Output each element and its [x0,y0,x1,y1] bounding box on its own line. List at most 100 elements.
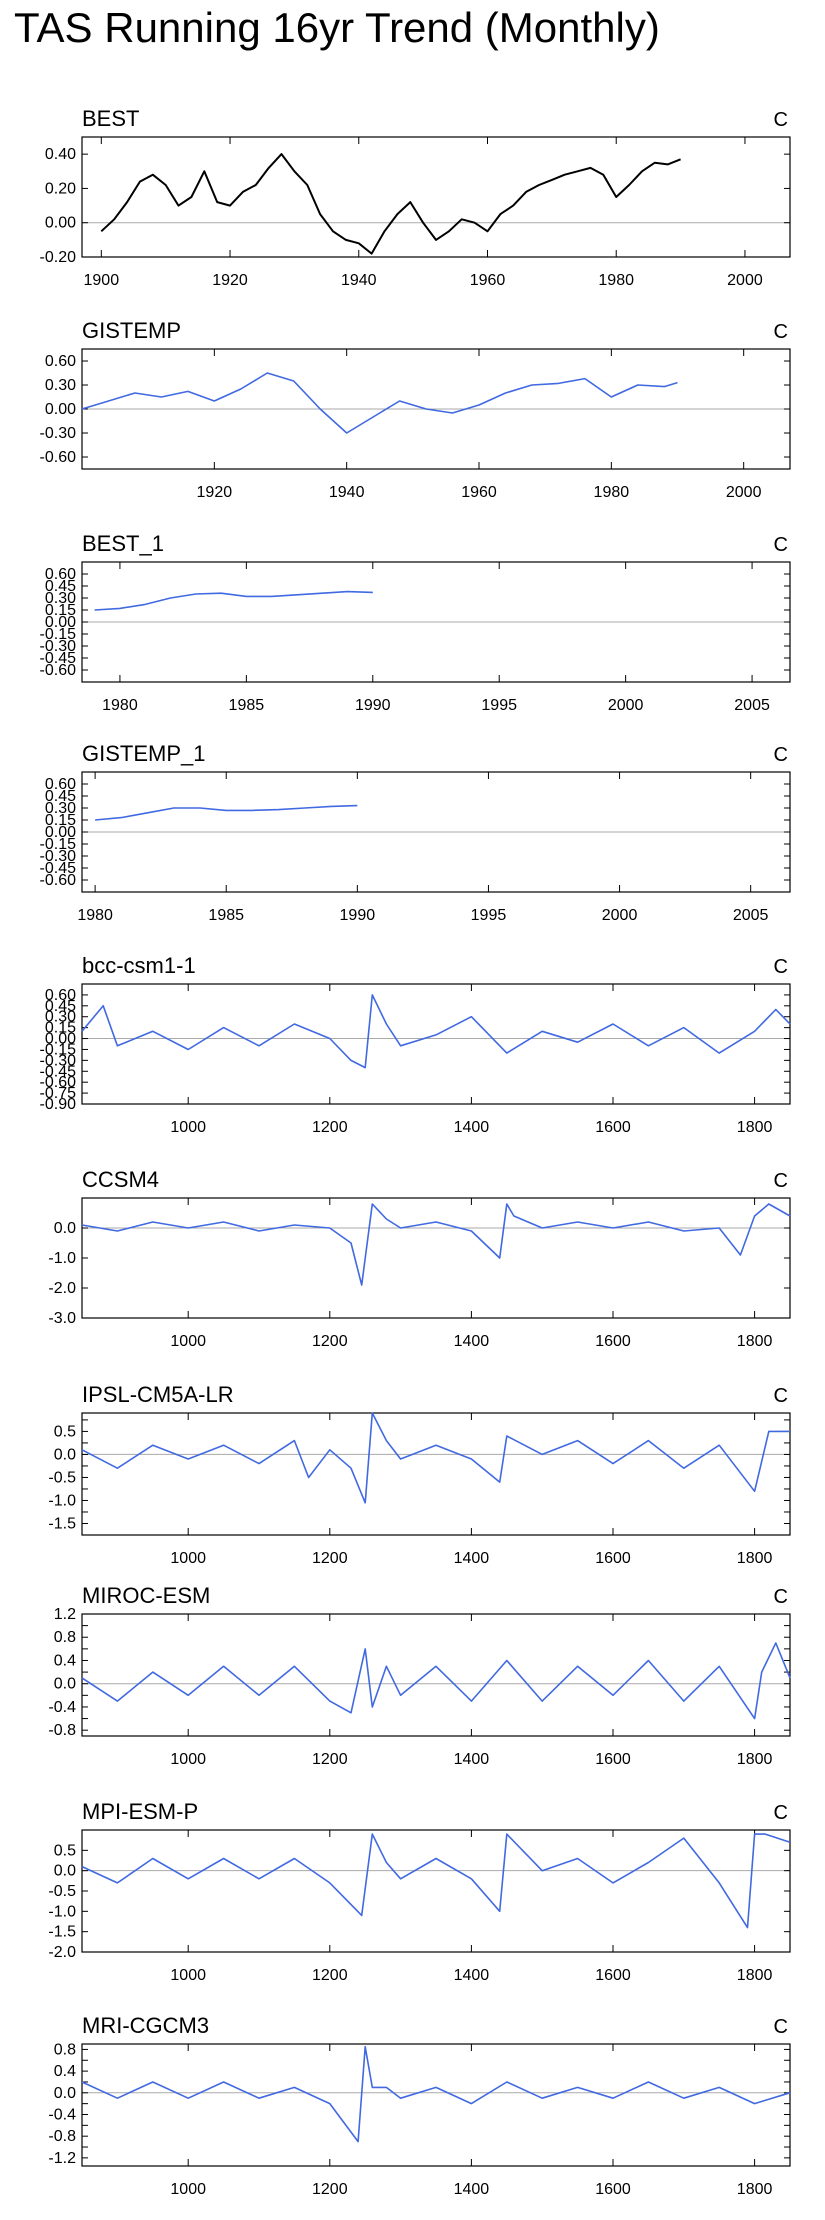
x-tick-label: 1980 [598,272,634,289]
x-tick-label: 1980 [102,697,138,714]
y-tick-label: -1.0 [48,1903,76,1920]
series-line-ipsl-cm5a-lr [81,1412,790,1504]
panel-unit-best: C [774,109,788,131]
series-line-mri-cgcm3 [81,2045,791,2143]
y-tick-label: -0.8 [48,2128,76,2145]
y-tick-label: -1.5 [48,1924,76,1941]
y-tick-label: -0.45 [40,860,77,877]
y-tick-label: 0.20 [45,180,76,197]
panel-unit-best-1: C [774,534,788,556]
y-tick-label: 0.45 [45,578,76,595]
x-tick-label: 1400 [454,1119,490,1136]
y-tick-label: -2.0 [48,1280,76,1297]
x-tick-label: 1960 [470,272,506,289]
y-tick-label: -1.0 [48,1492,76,1509]
y-tick-label: 0.0 [54,1863,76,1880]
y-tick-label: -3.0 [48,1310,76,1327]
series-line-miroc-esm [81,1642,791,1720]
y-tick-label: -0.30 [40,848,77,865]
plot-frame-ipsl-cm5a-lr [81,1412,791,1536]
x-tick-label: 1800 [737,1967,773,1984]
panel-title-bcc-csm1-1: bcc-csm1-1 [82,953,196,978]
x-tick-label: 1920 [197,484,233,501]
x-tick-label: 1000 [170,1119,206,1136]
x-tick-label: 1400 [454,2181,490,2198]
x-tick-label: 1400 [454,1333,490,1350]
x-tick-label: 2005 [733,907,769,924]
x-tick-label: 1600 [595,1550,631,1567]
x-tick-label: 1940 [329,484,365,501]
x-tick-label: 1990 [355,697,391,714]
y-tick-label: 0.30 [45,1009,76,1026]
y-tick-label: 0.45 [45,998,76,1015]
y-tick-label: -0.60 [40,872,77,889]
y-tick-label: -0.4 [48,1699,76,1716]
x-tick-label: 1000 [170,1333,206,1350]
panel-title-ccsm4: CCSM4 [82,1167,159,1192]
y-tick-label: -0.60 [40,449,77,466]
y-tick-label: 0.0 [54,1446,76,1463]
series-line-best [100,153,681,255]
y-tick-label: -0.5 [48,1469,76,1486]
page-title: TAS Running 16yr Trend (Monthly) [14,4,660,51]
y-tick-label: 0.30 [45,800,76,817]
x-tick-label: 1940 [341,272,377,289]
x-tick-label: 1800 [737,2181,773,2198]
series-line-gistemp-1 [95,804,358,821]
y-tick-label: -1.5 [48,1515,76,1532]
panel-title-mpi-esm-p: MPI-ESM-P [82,1799,198,1824]
x-tick-label: 1995 [481,697,517,714]
x-tick-label: 2005 [734,697,770,714]
x-tick-label: 1985 [229,697,265,714]
x-tick-label: 1960 [461,484,497,501]
y-tick-label: 0.0 [54,1676,76,1693]
y-tick-label: 0.45 [45,788,76,805]
y-tick-label: 0.0 [54,2085,76,2102]
plot-frame-bcc-csm1-1 [81,983,791,1105]
y-tick-label: 0.8 [54,2041,76,2058]
y-tick-label: -0.45 [40,1063,77,1080]
y-tick-label: 0.5 [54,1423,76,1440]
x-tick-label: 1600 [595,1119,631,1136]
y-tick-label: 0.60 [45,353,76,370]
x-tick-label: 1200 [312,1550,348,1567]
x-tick-label: 1400 [454,1967,490,1984]
y-tick-label: 1.2 [54,1606,76,1623]
series-line-gistemp [81,372,678,434]
x-tick-label: 1000 [170,2181,206,2198]
series-line-best-1 [94,590,373,611]
plot-frame-best [81,136,791,258]
x-tick-label: 1200 [312,2181,348,2198]
panel-title-gistemp-1: GISTEMP_1 [82,741,205,766]
y-tick-label: -0.30 [40,638,77,655]
y-tick-label: -1.2 [48,2150,76,2167]
y-tick-label: -0.4 [48,2106,76,2123]
x-tick-label: 1800 [737,1119,773,1136]
x-tick-label: 2000 [602,907,638,924]
y-tick-label: 0.15 [45,602,76,619]
y-tick-label: -0.15 [40,626,77,643]
y-tick-label: 0.30 [45,377,76,394]
x-tick-label: 1990 [340,907,376,924]
x-tick-label: 2000 [608,697,644,714]
x-tick-label: 1800 [737,1751,773,1768]
x-tick-label: 1995 [471,907,507,924]
y-tick-label: 0.4 [54,1652,76,1669]
y-tick-label: 0.4 [54,2063,76,2080]
y-tick-label: -0.30 [40,1052,77,1069]
y-tick-label: 0.60 [45,987,76,1004]
y-tick-label: -0.60 [40,662,77,679]
y-tick-label: -0.15 [40,1041,77,1058]
panel-unit-gistemp-1: C [774,744,788,766]
plot-frame-mpi-esm-p [81,1829,791,1953]
y-tick-label: -0.8 [48,1722,76,1739]
x-tick-label: 1200 [312,1119,348,1136]
x-tick-label: 1980 [594,484,630,501]
y-tick-label: -0.75 [40,1085,77,1102]
x-tick-label: 1200 [312,1333,348,1350]
panel-unit-ccsm4: C [774,1170,788,1192]
y-tick-label: -0.45 [40,650,77,667]
x-tick-label: 1600 [595,1751,631,1768]
x-tick-label: 1985 [208,907,244,924]
